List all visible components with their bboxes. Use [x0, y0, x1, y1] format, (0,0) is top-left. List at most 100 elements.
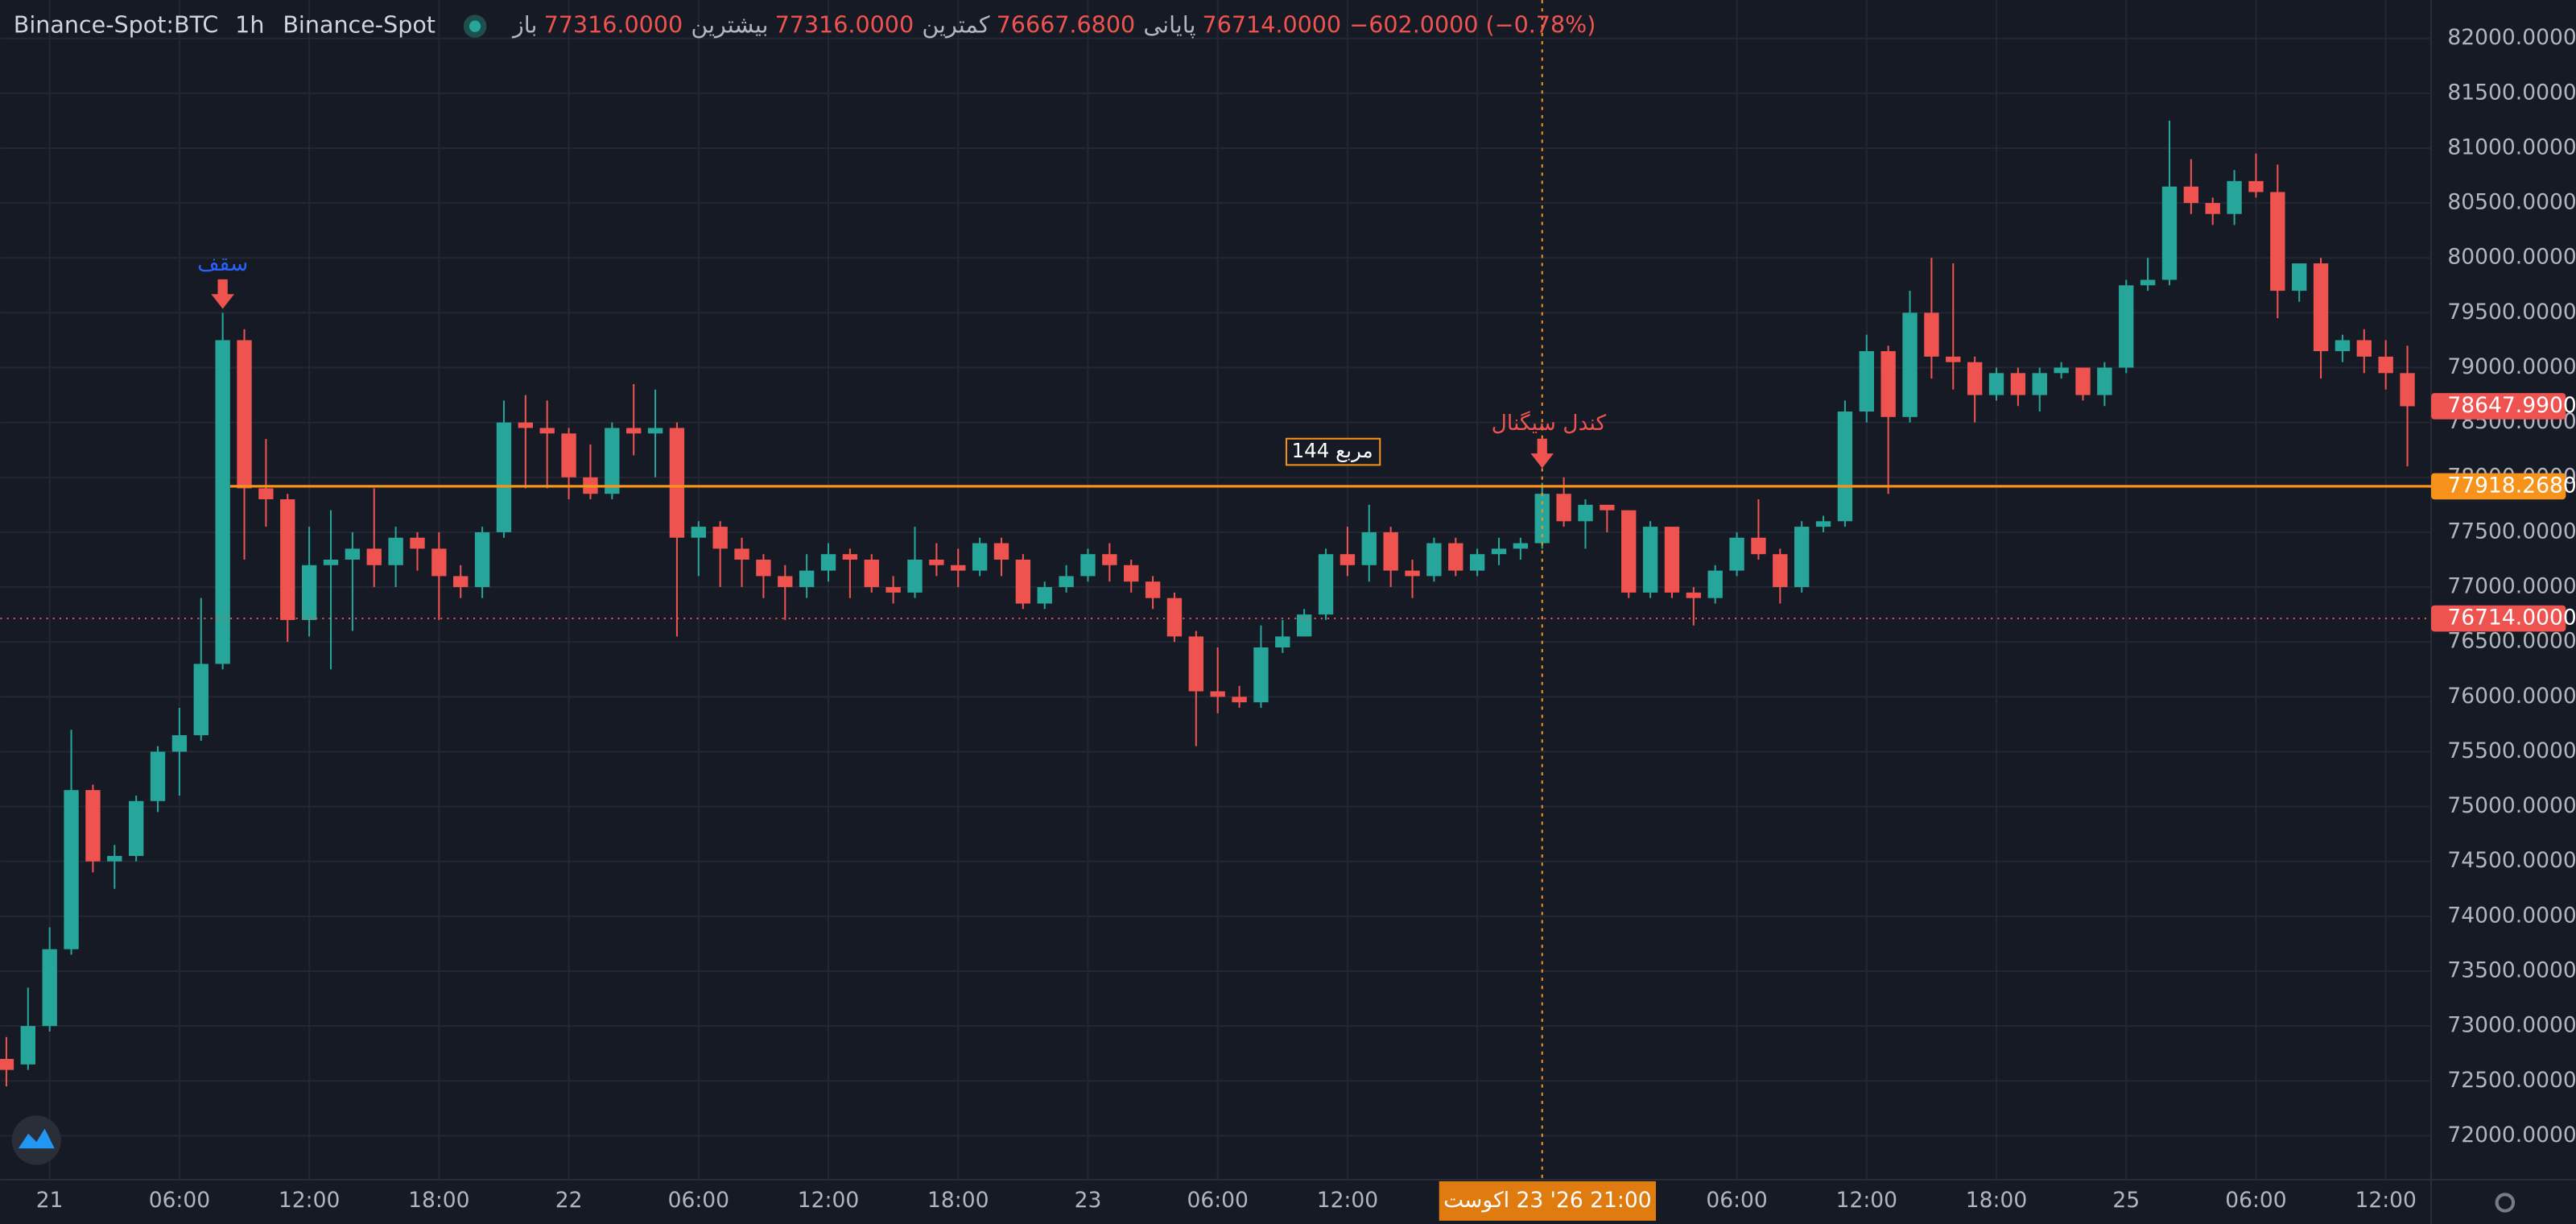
- crosshair-time: 21:00 26' 23 اکوست: [1443, 1188, 1651, 1213]
- price-label-box: [2431, 605, 2566, 632]
- candle-body: [474, 531, 490, 588]
- level-price-label: 77918.2680: [2447, 473, 2576, 498]
- y-tick-label: 77000.0000: [2447, 574, 2576, 599]
- x-tick-label: 12:00: [1836, 1188, 1897, 1213]
- candle-body: [1664, 527, 1680, 593]
- candle-body: [1340, 554, 1356, 565]
- annotation-signal: کندل سیگنال: [1492, 411, 1607, 436]
- y-tick-label: 74500.0000: [2447, 848, 2576, 873]
- candle-body: [1296, 614, 1312, 637]
- y-tick-label: 79500.0000: [2447, 300, 2576, 325]
- legend-label: پایانی: [1143, 11, 1195, 39]
- logo: [11, 1115, 61, 1165]
- candle-body: [2097, 367, 2112, 395]
- candle-body: [1859, 351, 1874, 412]
- candle-body: [2161, 186, 2178, 280]
- candle-body: [1102, 554, 1117, 565]
- candle-body: [388, 537, 403, 565]
- candle-body: [20, 1026, 35, 1065]
- x-tick-label: 06:00: [1706, 1188, 1767, 1213]
- y-tick-label: 77500.0000: [2447, 519, 2576, 544]
- legend-value: 77316.0000: [775, 11, 914, 39]
- candle-body: [1794, 527, 1810, 588]
- candle-body: [431, 548, 447, 577]
- candle-body: [993, 543, 1009, 560]
- candle-body: [799, 570, 815, 588]
- candle-body: [2292, 263, 2307, 292]
- legend-change: −602.0000 (−0.78%): [1349, 11, 1596, 39]
- candle-body: [1707, 570, 1723, 598]
- candle-body: [1469, 554, 1485, 571]
- candle-body: [1448, 543, 1463, 571]
- x-tick-label: 12:00: [798, 1188, 859, 1213]
- candle-body: [1037, 587, 1052, 604]
- candle-body: [886, 587, 901, 593]
- candle-body: [280, 499, 295, 620]
- x-tick-label: 06:00: [2225, 1188, 2286, 1213]
- candle-body: [2032, 373, 2047, 395]
- candle-body: [496, 422, 512, 532]
- candle-body: [2400, 373, 2415, 407]
- candle-body: [2227, 180, 2242, 214]
- candle-body: [366, 548, 382, 565]
- settings-icon[interactable]: [2495, 1193, 2516, 1213]
- candle-body: [691, 527, 706, 538]
- candle-body: [2356, 340, 2372, 357]
- x-tick-label: 23: [1075, 1188, 1102, 1213]
- candle-body: [1578, 504, 1593, 522]
- x-tick-label: 18:00: [927, 1188, 989, 1213]
- candle-body: [539, 428, 555, 434]
- plot: [0, 120, 2415, 1087]
- candle-body: [518, 422, 534, 428]
- candle-body: [561, 433, 576, 478]
- x-tick-label: 12:00: [279, 1188, 340, 1213]
- y-tick-label: 75000.0000: [2447, 793, 2576, 818]
- candle-body: [1059, 576, 1074, 588]
- candle-body: [1426, 543, 1442, 577]
- candle-body: [734, 548, 749, 560]
- annotation-arrow: [1530, 438, 1554, 469]
- candle-body: [951, 564, 966, 571]
- candle-body: [1902, 312, 1918, 417]
- x-tick-label: 06:00: [1187, 1188, 1248, 1213]
- candle-body: [85, 790, 101, 862]
- candle-body: [2313, 263, 2329, 352]
- candle-body: [1124, 564, 1139, 582]
- x-tick-label: 22: [555, 1188, 583, 1213]
- candle-body: [626, 428, 642, 434]
- candle-body: [2205, 203, 2220, 214]
- candle-body: [345, 548, 361, 560]
- price-label-box: [2431, 393, 2566, 420]
- candle-body: [1318, 554, 1334, 615]
- legend-value: 77316.0000: [544, 11, 683, 39]
- y-tick-label: 73500.0000: [2447, 957, 2576, 982]
- candle-body: [1405, 570, 1420, 577]
- x-tick-label: 12:00: [2355, 1188, 2416, 1213]
- candle-body: [1253, 647, 1269, 703]
- y-tick-label: 81000.0000: [2447, 134, 2576, 159]
- logo-circle: [11, 1115, 61, 1165]
- candle-body: [237, 340, 252, 489]
- settings[interactable]: [2495, 1193, 2516, 1213]
- y-tick-label: 81500.0000: [2447, 80, 2576, 105]
- candle-body: [2054, 367, 2069, 374]
- candle-body: [907, 559, 923, 593]
- y-tick-label: 74000.0000: [2447, 903, 2576, 928]
- candle-body: [2183, 186, 2199, 204]
- legend-value: 76667.6800: [997, 11, 1136, 39]
- candle-body: [1383, 531, 1398, 571]
- candle-body: [1232, 697, 1247, 703]
- candle-body: [1815, 521, 1831, 527]
- annotation-top: سقف: [197, 251, 248, 276]
- status-dot: [469, 20, 481, 32]
- candle-body: [107, 855, 122, 862]
- x-tick-label: 25: [2112, 1188, 2140, 1213]
- symbol: Binance-Spot:BTC: [14, 11, 219, 39]
- y-tick-label: 80500.0000: [2447, 190, 2576, 215]
- y-tick-label: 76500.0000: [2447, 629, 2576, 654]
- candle-body: [1361, 531, 1377, 565]
- x-tick-label: 06:00: [149, 1188, 210, 1213]
- y-tick-label: 82000.0000: [2447, 25, 2576, 50]
